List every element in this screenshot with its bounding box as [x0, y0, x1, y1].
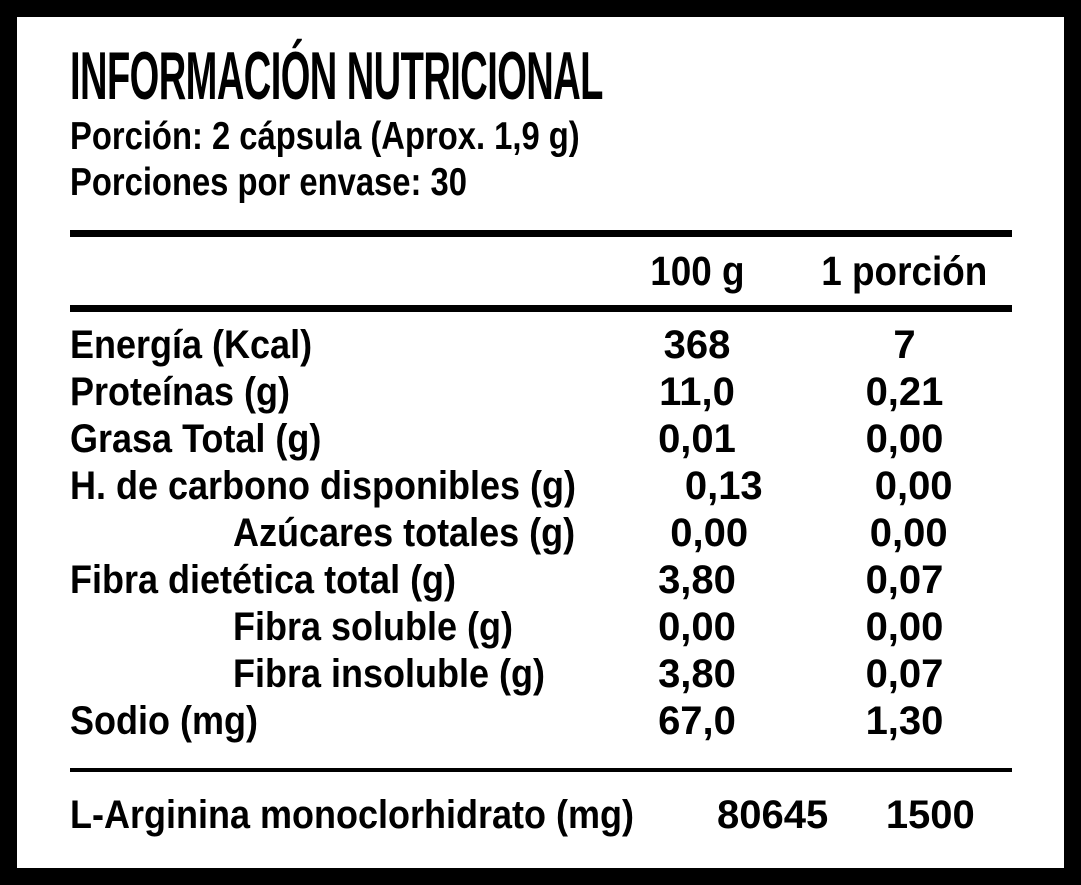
- divider-footer-thin: [70, 768, 1012, 772]
- row-label: Fibra dietética total (g): [70, 558, 457, 602]
- row-value-porcion: 7: [893, 323, 916, 367]
- servings-per-container-line: Porciones por envase: 30: [70, 161, 467, 204]
- row-value-100g: 67,0: [658, 699, 736, 743]
- row-value-porcion: 0,00: [874, 464, 953, 508]
- table-row-carbohidratos: H. de carbono disponibles (g) 0,13 0,00: [70, 463, 1012, 510]
- table-row-proteinas: Proteínas (g) 11,0 0,21: [70, 369, 1012, 416]
- column-header-porcion: 1 porción: [821, 247, 988, 294]
- nutrient-table: Energía (Kcal) 368 7 Proteínas (g) 11,0 …: [70, 312, 1012, 745]
- divider-header-thick: [70, 305, 1012, 312]
- row-label: Energía (Kcal): [70, 323, 313, 367]
- table-row-l-arginina: L-Arginina monoclorhidrato (mg) 80645 15…: [70, 772, 1012, 845]
- row-label: Fibra soluble (g): [233, 605, 514, 649]
- row-value-100g: 3,80: [658, 652, 736, 696]
- row-value-porcion: 0,00: [865, 605, 944, 649]
- table-row-fibra-dietetica: Fibra dietética total (g) 3,80 0,07: [70, 557, 1012, 604]
- serving-info: Porción: 2 cápsula (Aprox. 1,9 g) Porcio…: [70, 114, 1012, 206]
- row-value-100g: 0,00: [670, 511, 749, 555]
- divider-top-thick: [70, 230, 1012, 237]
- row-value-100g: 0,01: [658, 417, 736, 461]
- row-value-porcion: 0,07: [865, 558, 944, 602]
- row-value-porcion: 0,21: [865, 370, 944, 414]
- row-value-porcion: 0,00: [869, 511, 948, 555]
- row-value-100g: 11,0: [659, 370, 735, 414]
- row-label: Sodio (mg): [70, 699, 258, 743]
- row-value-porcion: 1500: [885, 793, 975, 837]
- row-label: Fibra insoluble (g): [233, 652, 546, 696]
- page-title: INFORMACIÓN NUTRICIONAL: [70, 38, 1012, 114]
- row-value-porcion: 0,00: [865, 417, 944, 461]
- table-row-fibra-soluble: Fibra soluble (g) 0,00 0,00: [70, 604, 1012, 651]
- row-value-porcion: 1,30: [865, 699, 944, 743]
- row-value-100g: 0,13: [684, 464, 763, 508]
- table-row-azucares-totales: Azúcares totales (g) 0,00 0,00: [70, 510, 1012, 557]
- row-value-porcion: 0,07: [865, 652, 944, 696]
- table-row-sodio: Sodio (mg) 67,0 1,30: [70, 698, 1012, 745]
- row-label: L-Arginina monoclorhidrato (mg): [70, 793, 634, 837]
- row-value-100g: 0,00: [658, 605, 736, 649]
- row-value-100g: 3,80: [658, 558, 736, 602]
- row-label: H. de carbono disponibles (g): [70, 464, 577, 508]
- table-row-fibra-insoluble: Fibra insoluble (g) 3,80 0,07: [70, 651, 1012, 698]
- row-label: Azúcares totales (g): [233, 511, 576, 555]
- table-header-row: 100 g 1 porción: [70, 237, 1012, 305]
- row-value-100g: 368: [663, 323, 731, 367]
- row-label: Grasa Total (g): [70, 417, 322, 461]
- page-title-text: INFORMACIÓN NUTRICIONAL: [70, 38, 603, 114]
- row-value-100g: 80645: [717, 793, 829, 837]
- serving-size-line: Porción: 2 cápsula (Aprox. 1,9 g): [70, 115, 580, 158]
- label-content: INFORMACIÓN NUTRICIONAL Porción: 2 cápsu…: [17, 38, 1064, 845]
- table-row-grasa-total: Grasa Total (g) 0,01 0,00: [70, 416, 1012, 463]
- column-header-100g: 100 g: [649, 247, 745, 294]
- table-row-energia: Energía (Kcal) 368 7: [70, 322, 1012, 369]
- row-label: Proteínas (g): [70, 370, 291, 414]
